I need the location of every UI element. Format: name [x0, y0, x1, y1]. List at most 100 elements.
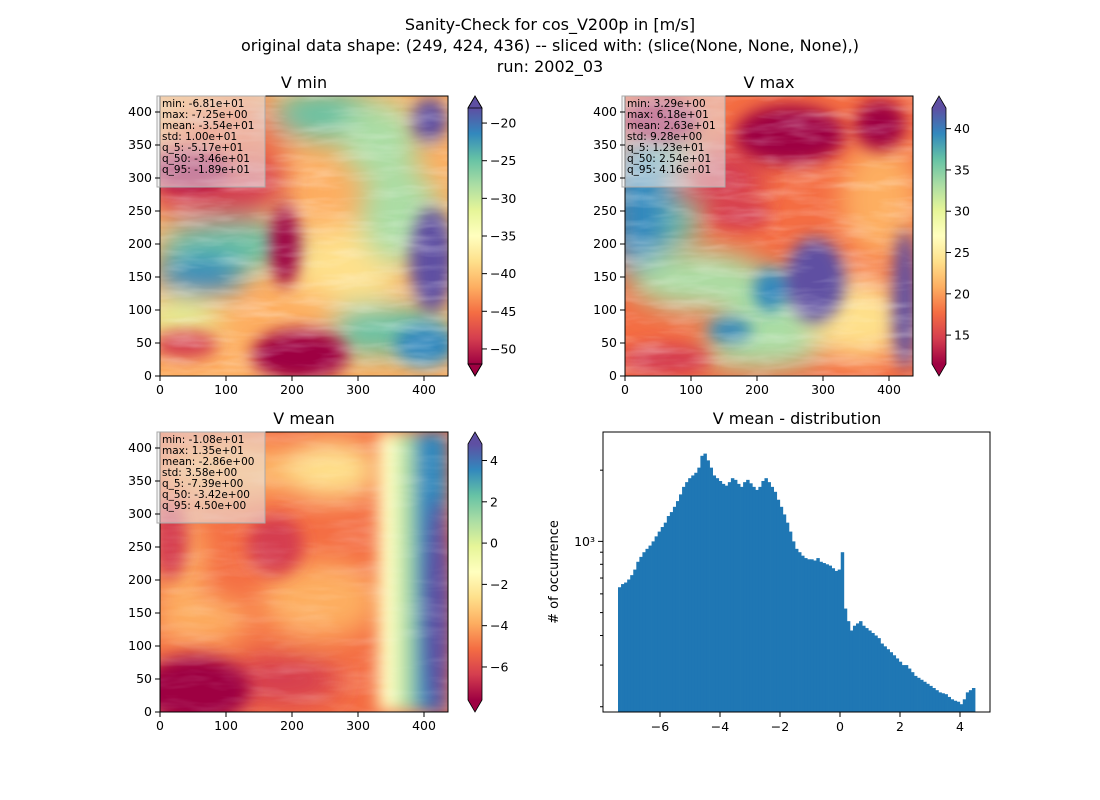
histogram-bar	[679, 494, 683, 712]
histogram-bar	[764, 478, 768, 712]
histogram-bar	[935, 690, 939, 712]
histogram-bar	[938, 692, 942, 712]
y-tick-label: 0	[609, 368, 617, 383]
histogram-bar	[706, 460, 710, 712]
v-max-colorbar: 15 20 25 30 35 40	[931, 95, 970, 377]
histogram-bar	[639, 556, 643, 712]
histogram-bar	[791, 541, 796, 712]
histogram-bar	[856, 623, 860, 712]
stat-mean: mean: -3.54e+01	[162, 120, 254, 132]
panel-v-max: V max	[593, 73, 970, 397]
histogram-bar	[889, 652, 894, 712]
v-min-stats-box: min: -6.81e+01 max: -7.25e+00 mean: -3.5…	[156, 95, 266, 188]
y-tick-label: 400	[593, 104, 617, 119]
histogram-bar	[798, 552, 802, 712]
figure-title-line-1: Sanity-Check for cos_V200p in [m/s]	[405, 15, 695, 35]
stat-std: std: 1.00e+01	[162, 131, 237, 143]
y-tick-label: 300	[128, 506, 152, 521]
histogram-bar	[907, 668, 912, 712]
v-mean-x-axis: 0 100 200 300 400	[156, 712, 436, 733]
figure-title-line-3: run: 2002_03	[497, 57, 603, 77]
x-tick-label: −2	[771, 719, 789, 734]
panel-v-mean: V mean m	[128, 409, 508, 733]
colorbar-ticks: −6 −4 −2 0 2 4	[482, 453, 508, 674]
stat-q95: q_95: 4.16e+01	[627, 164, 711, 176]
stat-q5: q_5: -5.17e+01	[162, 142, 243, 154]
histogram-bar	[956, 701, 961, 712]
x-tick-label: 100	[679, 382, 703, 397]
v-mean-stats-box: min: -1.08e+01 max: 1.35e+01 mean: -2.86…	[156, 431, 266, 524]
histogram-bar	[709, 467, 713, 712]
histogram-bar	[834, 570, 839, 712]
histogram-bar	[697, 467, 701, 712]
histogram-bar	[694, 472, 698, 712]
histogram-bar	[752, 486, 756, 712]
figure-title-line-2: original data shape: (249, 424, 436) -- …	[241, 36, 859, 55]
histogram-bar	[831, 568, 836, 712]
histogram-bars	[618, 453, 976, 712]
histogram-bar	[669, 512, 674, 712]
histogram-bar	[971, 687, 976, 712]
histogram-y-axis: 10³ # of occurrence	[547, 469, 603, 708]
histogram-bar	[917, 677, 921, 712]
stat-mean: mean: -2.86e+00	[162, 456, 254, 468]
histogram-bar	[944, 694, 948, 712]
histogram-bar	[801, 555, 805, 712]
y-tick-label: 100	[128, 638, 152, 653]
x-tick-label: 2	[896, 719, 904, 734]
histogram-bar	[666, 516, 671, 712]
histogram-bar	[913, 675, 918, 712]
v-max-x-axis: 0 100 200 300 400	[621, 376, 901, 397]
colorbar-tick-label: 2	[490, 494, 498, 509]
histogram-bar	[883, 646, 887, 712]
histogram-bar	[880, 643, 884, 712]
y-tick-label: 400	[128, 440, 152, 455]
colorbar-tick-label: 4	[490, 453, 498, 468]
x-tick-label: 200	[745, 382, 769, 397]
y-tick-label: 350	[128, 473, 152, 488]
stat-max: max: -7.25e+00	[162, 109, 248, 121]
histogram-bar	[904, 665, 909, 712]
histogram-bar	[651, 541, 656, 712]
histogram-bar	[755, 489, 759, 712]
colorbar-tick-label: 35	[954, 162, 970, 177]
histogram-bar	[672, 506, 677, 712]
histogram-bar	[920, 679, 924, 712]
colorbar-tick-label: 30	[954, 204, 970, 219]
histogram-bar	[758, 486, 762, 712]
v-max-stats-box: min: 3.29e+00 max: 6.18e+01 mean: 2.63e+…	[621, 95, 726, 188]
panel-v-min: V min	[128, 73, 516, 397]
stat-q50: q_50: 2.54e+01	[627, 153, 711, 165]
histogram-bar	[852, 625, 857, 712]
colorbar-tick-label: 40	[954, 121, 970, 136]
histogram-bar	[636, 561, 640, 712]
y-tick-label: 400	[128, 104, 152, 119]
y-tick-label: 350	[593, 137, 617, 152]
y-tick-label: 0	[144, 368, 152, 383]
stat-max: max: 6.18e+01	[627, 109, 709, 121]
y-tick-label: 100	[593, 302, 617, 317]
colorbar-tick-label: 20	[954, 286, 970, 301]
y-tick-label: 350	[128, 137, 152, 152]
stat-min: min: 3.29e+00	[627, 98, 706, 110]
histogram-bar	[962, 699, 967, 712]
histogram-bar	[929, 685, 933, 712]
histogram-bar	[703, 453, 707, 712]
histogram-bar	[886, 649, 890, 712]
histogram-bar	[712, 475, 717, 712]
colorbar-tick-label: −6	[490, 659, 508, 674]
stat-q50: q_50: -3.46e+01	[162, 153, 250, 165]
histogram-bar	[859, 621, 863, 712]
histogram-bar	[776, 499, 781, 712]
histogram-bar	[822, 563, 826, 712]
histogram-bar	[688, 478, 692, 712]
histogram-bar	[691, 475, 695, 712]
histogram-bar	[819, 561, 823, 712]
histogram-bar	[654, 536, 659, 712]
histogram-bar	[947, 696, 951, 712]
histogram-bar	[892, 655, 897, 712]
histogram-bar	[779, 506, 784, 712]
histogram-bar	[740, 486, 744, 712]
colorbar-tick-label: −50	[490, 341, 516, 356]
stat-q50: q_50: -3.42e+00	[162, 489, 250, 501]
